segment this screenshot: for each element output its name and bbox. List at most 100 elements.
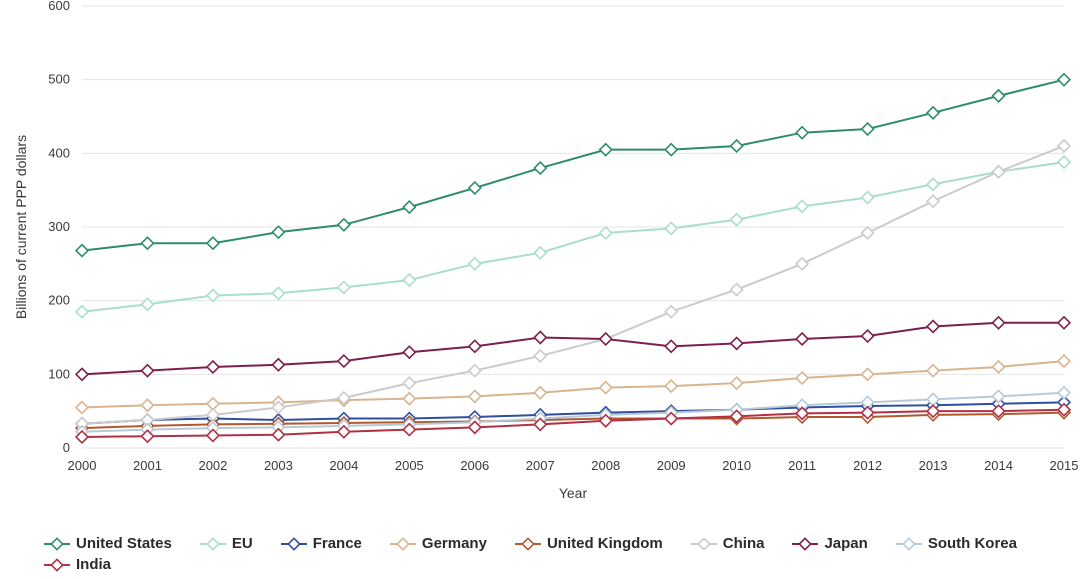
y-tick-label: 0 xyxy=(63,440,70,455)
legend-label: United Kingdom xyxy=(547,535,663,552)
legend-label: China xyxy=(723,535,765,552)
series-marker xyxy=(1058,317,1070,329)
series-marker xyxy=(207,430,219,442)
series-marker xyxy=(796,200,808,212)
legend-swatch xyxy=(44,558,70,572)
y-axis-label: Billions of current PPP dollars xyxy=(13,135,29,319)
x-tick-label: 2014 xyxy=(984,458,1013,473)
series-marker xyxy=(731,377,743,389)
series-marker xyxy=(927,321,939,333)
series-marker xyxy=(142,399,154,411)
series-marker xyxy=(665,306,677,318)
series-marker xyxy=(993,90,1005,102)
series-marker xyxy=(993,361,1005,373)
legend-item: Japan xyxy=(792,535,867,552)
legend-swatch xyxy=(896,537,922,551)
series-marker xyxy=(731,140,743,152)
series-marker xyxy=(207,237,219,249)
series-marker xyxy=(469,390,481,402)
series-marker xyxy=(76,368,88,380)
series-marker xyxy=(272,429,284,441)
series-marker xyxy=(665,340,677,352)
series-marker xyxy=(862,227,874,239)
series-marker xyxy=(600,333,612,345)
series-marker xyxy=(534,162,546,174)
y-tick-label: 100 xyxy=(48,366,70,381)
series-marker xyxy=(927,178,939,190)
series-marker xyxy=(469,182,481,194)
x-axis-label: Year xyxy=(559,485,588,501)
series-marker xyxy=(862,123,874,135)
series-marker xyxy=(1058,355,1070,367)
series-marker xyxy=(272,287,284,299)
series-marker xyxy=(469,340,481,352)
legend-item: United States xyxy=(44,535,172,552)
series-marker xyxy=(403,346,415,358)
legend-swatch xyxy=(390,537,416,551)
legend-item: India xyxy=(44,556,111,573)
series-marker xyxy=(403,393,415,405)
series-marker xyxy=(76,306,88,318)
legend-item: China xyxy=(691,535,765,552)
series-marker xyxy=(1058,156,1070,168)
series-marker xyxy=(76,245,88,257)
legend-swatch xyxy=(281,537,307,551)
x-tick-label: 2011 xyxy=(788,458,816,473)
series-marker xyxy=(534,332,546,344)
series-marker xyxy=(338,219,350,231)
series-marker xyxy=(665,223,677,235)
series-line xyxy=(82,323,1064,375)
series-marker xyxy=(600,382,612,394)
legend-label: South Korea xyxy=(928,535,1017,552)
legend-label: United States xyxy=(76,535,172,552)
series-marker xyxy=(665,380,677,392)
x-tick-label: 2015 xyxy=(1050,458,1079,473)
x-tick-label: 2012 xyxy=(853,458,882,473)
y-tick-label: 300 xyxy=(48,219,70,234)
series-marker xyxy=(796,127,808,139)
series-marker xyxy=(403,274,415,286)
series-marker xyxy=(731,214,743,226)
series-marker xyxy=(731,337,743,349)
series-marker xyxy=(207,290,219,302)
legend-label: France xyxy=(313,535,362,552)
x-tick-label: 2006 xyxy=(460,458,489,473)
series-marker xyxy=(1058,74,1070,86)
x-tick-label: 2002 xyxy=(198,458,227,473)
x-tick-label: 2007 xyxy=(526,458,555,473)
series-marker xyxy=(927,195,939,207)
line-chart: 0100200300400500600200020012002200320042… xyxy=(0,0,1080,579)
series-marker xyxy=(338,281,350,293)
series-marker xyxy=(534,247,546,259)
legend-swatch xyxy=(44,537,70,551)
series-marker xyxy=(534,387,546,399)
series-marker xyxy=(534,350,546,362)
x-tick-label: 2000 xyxy=(68,458,97,473)
legend-swatch xyxy=(515,537,541,551)
series-marker xyxy=(207,361,219,373)
legend-item: EU xyxy=(200,535,253,552)
series-marker xyxy=(862,192,874,204)
x-tick-label: 2003 xyxy=(264,458,293,473)
legend-swatch xyxy=(200,537,226,551)
legend-swatch xyxy=(792,537,818,551)
series-marker xyxy=(1058,140,1070,152)
x-tick-label: 2010 xyxy=(722,458,751,473)
series-marker xyxy=(272,226,284,238)
legend-item: South Korea xyxy=(896,535,1017,552)
y-tick-label: 200 xyxy=(48,293,70,308)
series-line xyxy=(82,80,1064,251)
series-marker xyxy=(993,317,1005,329)
series-marker xyxy=(76,402,88,414)
series-line xyxy=(82,413,1064,428)
y-tick-label: 500 xyxy=(48,72,70,87)
legend-item: France xyxy=(281,535,362,552)
legend-label: Germany xyxy=(422,535,487,552)
legend-label: Japan xyxy=(824,535,867,552)
y-tick-label: 600 xyxy=(48,0,70,13)
series-marker xyxy=(338,355,350,367)
series-marker xyxy=(272,359,284,371)
series-marker xyxy=(403,377,415,389)
x-tick-label: 2004 xyxy=(329,458,358,473)
series-marker xyxy=(862,368,874,380)
